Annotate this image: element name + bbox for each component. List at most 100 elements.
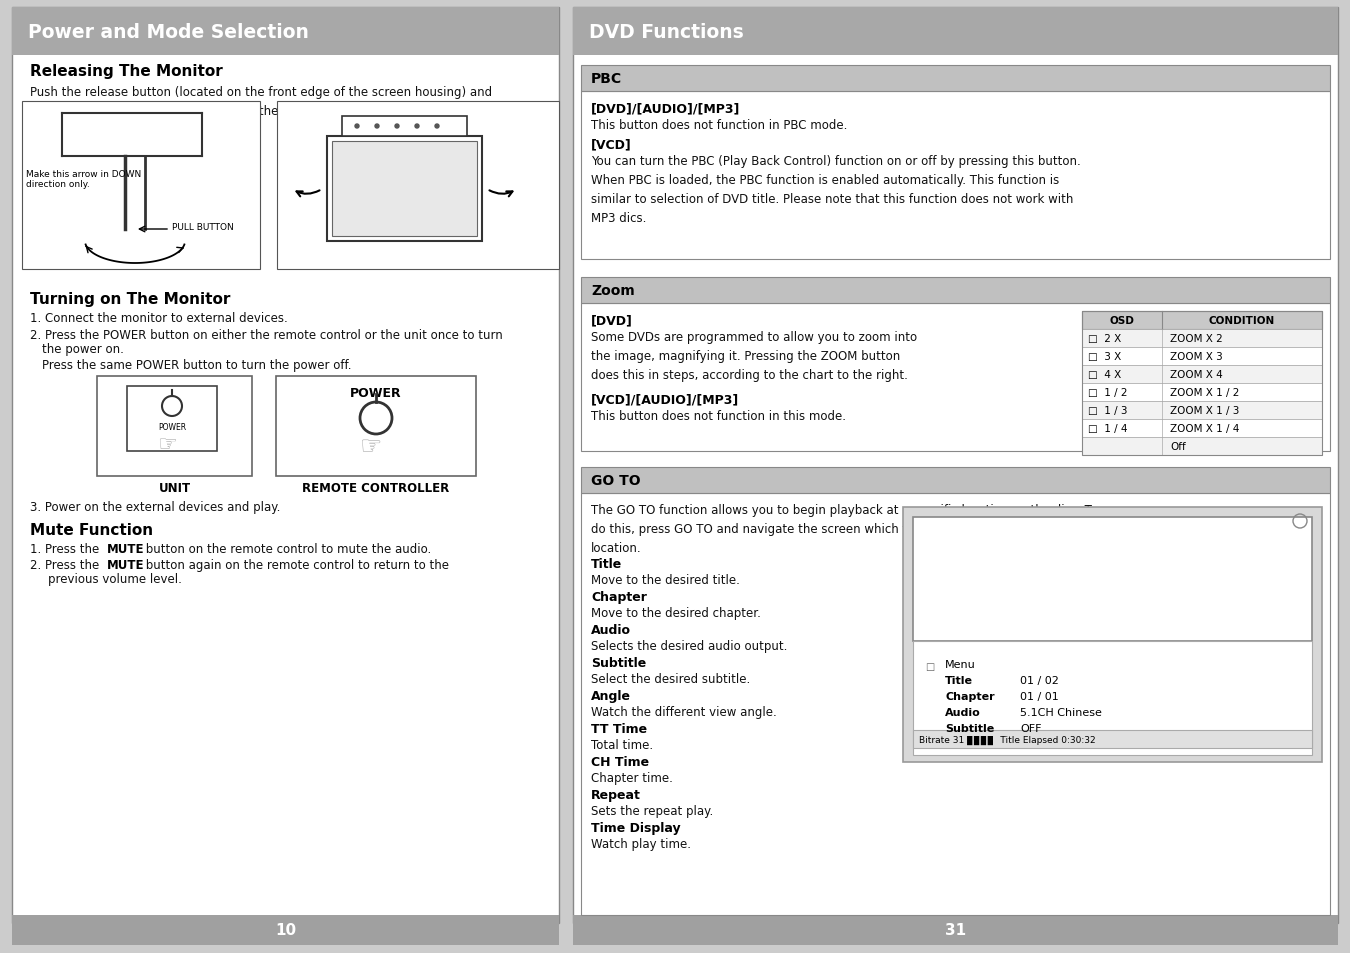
Bar <box>22 102 261 270</box>
Bar <box>12 8 559 56</box>
Text: Power and Mode Selection: Power and Mode Selection <box>28 23 309 42</box>
Text: You can turn the PBC (Play Back Control) function on or off by pressing this but: You can turn the PBC (Play Back Control)… <box>591 154 1081 225</box>
Text: POWER: POWER <box>350 387 402 399</box>
Bar <box>580 66 1330 91</box>
Text: [VCD]: [VCD] <box>591 138 632 151</box>
Text: Selects the desired audio output.: Selects the desired audio output. <box>591 639 787 652</box>
Text: 1. Connect the monitor to external devices.: 1. Connect the monitor to external devic… <box>30 312 288 325</box>
Text: 01 / 01: 01 / 01 <box>1021 691 1058 701</box>
Text: □  1 / 2: □ 1 / 2 <box>1088 388 1127 397</box>
Text: ZOOM X 4: ZOOM X 4 <box>1170 370 1223 379</box>
Bar <box>277 102 559 270</box>
Text: Repeat: Repeat <box>591 788 641 801</box>
Text: Move to the desired chapter.: Move to the desired chapter. <box>591 606 761 619</box>
Text: button on the remote control to mute the audio.: button on the remote control to mute the… <box>142 542 431 556</box>
Text: Subtitle: Subtitle <box>945 723 994 733</box>
Circle shape <box>396 125 400 129</box>
Text: 01 / 02: 01 / 02 <box>1021 676 1058 685</box>
Text: ZOOM X 1 / 2: ZOOM X 1 / 2 <box>1170 388 1239 397</box>
Text: Move to the desired title.: Move to the desired title. <box>591 574 740 586</box>
Bar <box>913 730 1312 748</box>
Bar <box>1081 437 1322 456</box>
Text: the power on.: the power on. <box>42 343 124 355</box>
Text: □  3 X: □ 3 X <box>1088 352 1122 361</box>
Bar <box>327 137 482 242</box>
Bar <box>580 91 1330 260</box>
Bar <box>580 277 1330 304</box>
Text: Chapter: Chapter <box>945 691 995 701</box>
Text: ZOOM X 2: ZOOM X 2 <box>1170 334 1223 344</box>
Text: Title: Title <box>945 676 973 685</box>
Text: □  1 / 4: □ 1 / 4 <box>1088 423 1127 434</box>
Bar <box>580 304 1330 452</box>
Text: □: □ <box>925 661 934 671</box>
Text: Chapter: Chapter <box>591 590 647 603</box>
Text: 31: 31 <box>945 923 967 938</box>
Text: 2. Press the: 2. Press the <box>30 558 103 572</box>
Text: Chapter time.: Chapter time. <box>591 771 672 784</box>
Text: DVD Functions: DVD Functions <box>589 23 744 42</box>
Text: ZOOM X 3: ZOOM X 3 <box>1170 352 1223 361</box>
Text: Watch play time.: Watch play time. <box>591 837 691 850</box>
Text: Bitrate 31 ▊▊▊▊  Title Elapsed 0:30:32: Bitrate 31 ▊▊▊▊ Title Elapsed 0:30:32 <box>919 735 1096 743</box>
Text: MUTE: MUTE <box>107 558 144 572</box>
Circle shape <box>355 125 359 129</box>
Bar <box>913 517 1312 641</box>
Bar <box>572 8 1338 56</box>
Bar <box>903 507 1322 762</box>
Text: button again on the remote control to return to the: button again on the remote control to re… <box>142 558 450 572</box>
Bar <box>1081 384 1322 401</box>
Text: 1. Press the: 1. Press the <box>30 542 103 556</box>
Text: REMOTE CONTROLLER: REMOTE CONTROLLER <box>302 481 450 495</box>
Text: PBC: PBC <box>591 71 622 86</box>
Text: Turning on The Monitor: Turning on The Monitor <box>30 292 231 307</box>
Text: Zoom: Zoom <box>591 284 634 297</box>
Text: [VCD]/[AUDIO]/[MP3]: [VCD]/[AUDIO]/[MP3] <box>591 393 740 406</box>
Bar <box>913 641 1312 755</box>
Bar <box>97 376 252 476</box>
Bar <box>1081 366 1322 384</box>
Bar <box>1081 312 1322 456</box>
Text: 5.1CH Chinese: 5.1CH Chinese <box>1021 707 1102 718</box>
Text: [DVD]/[AUDIO]/[MP3]: [DVD]/[AUDIO]/[MP3] <box>591 102 740 115</box>
Text: OFF: OFF <box>1021 723 1041 733</box>
Text: Audio: Audio <box>945 707 980 718</box>
Text: Releasing The Monitor: Releasing The Monitor <box>30 64 223 79</box>
Text: □  4 X: □ 4 X <box>1088 370 1122 379</box>
Text: Subtitle: Subtitle <box>591 657 647 669</box>
Text: ZOOM X 1 / 3: ZOOM X 1 / 3 <box>1170 406 1239 416</box>
Text: MUTE: MUTE <box>107 542 144 556</box>
Text: ☞: ☞ <box>157 435 177 455</box>
Text: Watch the different view angle.: Watch the different view angle. <box>591 705 776 719</box>
Bar <box>127 387 217 452</box>
Text: TT Time: TT Time <box>591 722 647 735</box>
Text: Title: Title <box>591 558 622 571</box>
Text: Sets the repeat play.: Sets the repeat play. <box>591 804 713 817</box>
Circle shape <box>414 125 418 129</box>
Text: CH Time: CH Time <box>591 755 649 768</box>
Text: Audio: Audio <box>591 623 630 637</box>
Text: Menu: Menu <box>945 659 976 669</box>
Bar <box>1081 330 1322 348</box>
Text: 10: 10 <box>275 923 296 938</box>
Bar <box>342 117 467 137</box>
Bar <box>332 142 477 236</box>
Bar <box>12 915 559 945</box>
Text: Total time.: Total time. <box>591 739 653 751</box>
Text: previous volume level.: previous volume level. <box>49 573 182 585</box>
Bar <box>1081 312 1322 330</box>
Bar <box>275 376 477 476</box>
Text: Time Display: Time Display <box>591 821 680 834</box>
Text: PULL BUTTON: PULL BUTTON <box>171 222 234 232</box>
Text: [DVD]: [DVD] <box>591 314 633 327</box>
Bar <box>572 915 1338 945</box>
Text: Make this arrow in DOWN
direction only.: Make this arrow in DOWN direction only. <box>26 170 142 190</box>
Text: Angle: Angle <box>591 689 630 702</box>
Bar <box>1081 401 1322 419</box>
Text: 2. Press the POWER button on either the remote control or the unit once to turn: 2. Press the POWER button on either the … <box>30 329 502 341</box>
Circle shape <box>435 125 439 129</box>
Text: □  1 / 3: □ 1 / 3 <box>1088 406 1127 416</box>
Text: Press the same POWER button to turn the power off.: Press the same POWER button to turn the … <box>42 358 351 372</box>
Bar <box>580 494 1330 915</box>
Text: ZOOM X 1 / 4: ZOOM X 1 / 4 <box>1170 423 1239 434</box>
